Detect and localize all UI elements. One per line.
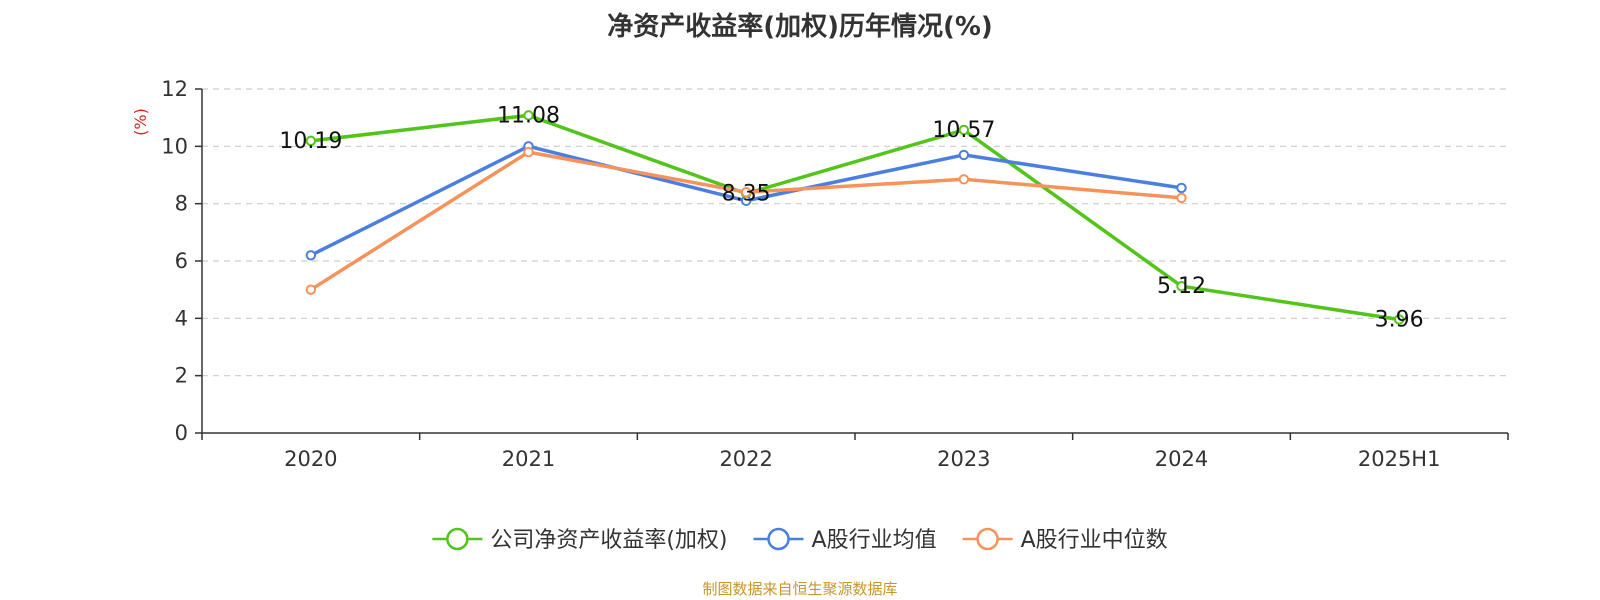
data-labels: 10.19 11.08 8.35 10.57 5.12 3.96 <box>279 103 1423 332</box>
legend-swatch-marker <box>446 527 469 551</box>
series-lines <box>305 110 1405 325</box>
data-point <box>958 149 970 161</box>
y-tick-label: 12 <box>161 77 188 101</box>
legend-item[interactable]: A股行业中位数 <box>962 527 1168 553</box>
y-tick-label: 0 <box>175 421 188 445</box>
data-point <box>523 110 534 121</box>
data-point <box>740 187 752 198</box>
x-tick-label: 2020 <box>284 447 337 471</box>
x-tick-label: 2022 <box>719 447 772 471</box>
legend-swatch-marker <box>976 527 999 551</box>
data-label: 11.08 <box>497 103 560 128</box>
x-tick-label: 2024 <box>1155 447 1208 471</box>
data-point <box>305 284 317 295</box>
data-label: 10.19 <box>279 129 342 154</box>
x-tick-label: 2021 <box>502 447 555 471</box>
y-tick-label: 10 <box>161 134 188 158</box>
data-point <box>1176 182 1187 194</box>
data-point <box>1393 314 1405 325</box>
data-point <box>523 146 534 158</box>
chart-title: 净资产收益率(加权)历年情况(%) <box>607 12 993 42</box>
series-line <box>309 113 1401 322</box>
series-line <box>309 150 1184 292</box>
data-point <box>958 124 970 136</box>
x-tick-label: 2023 <box>937 447 990 471</box>
legend-item[interactable]: A股行业均值 <box>753 527 937 553</box>
axes: 0 2 4 6 8 10 12 2020 2021 2022 2023 2024 2025H1 (%) <box>131 77 1509 471</box>
legend-label: 公司净资产收益率(加权) <box>490 528 727 553</box>
data-point <box>958 174 970 185</box>
legend-label: A股行业中位数 <box>1021 528 1168 553</box>
legend-item[interactable]: 公司净资产收益率(加权) <box>432 527 728 553</box>
y-tick-label: 8 <box>175 192 188 216</box>
legend-label: A股行业均值 <box>812 528 937 553</box>
grid-lines <box>202 88 1508 377</box>
y-tick-label: 2 <box>175 364 188 388</box>
source-note: 制图数据来自恒生聚源数据库 <box>702 580 898 598</box>
data-point <box>1176 281 1187 292</box>
legend-swatch-marker <box>767 527 790 551</box>
data-label: 10.57 <box>932 118 995 143</box>
y-axis-label: (%) <box>131 108 150 136</box>
y-tick-label: 6 <box>175 249 188 273</box>
legend[interactable]: 公司净资产收益率(加权) A股行业均值 A股行业中位数 <box>432 527 1168 553</box>
data-point <box>305 135 317 147</box>
data-label: 5.12 <box>1157 274 1206 299</box>
data-point <box>305 250 317 261</box>
data-point <box>1176 192 1187 204</box>
y-tick-label: 4 <box>175 306 188 330</box>
x-tick-label: 2025H1 <box>1358 447 1441 471</box>
data-label: 3.96 <box>1375 307 1424 332</box>
data-label: 8.35 <box>722 182 771 207</box>
